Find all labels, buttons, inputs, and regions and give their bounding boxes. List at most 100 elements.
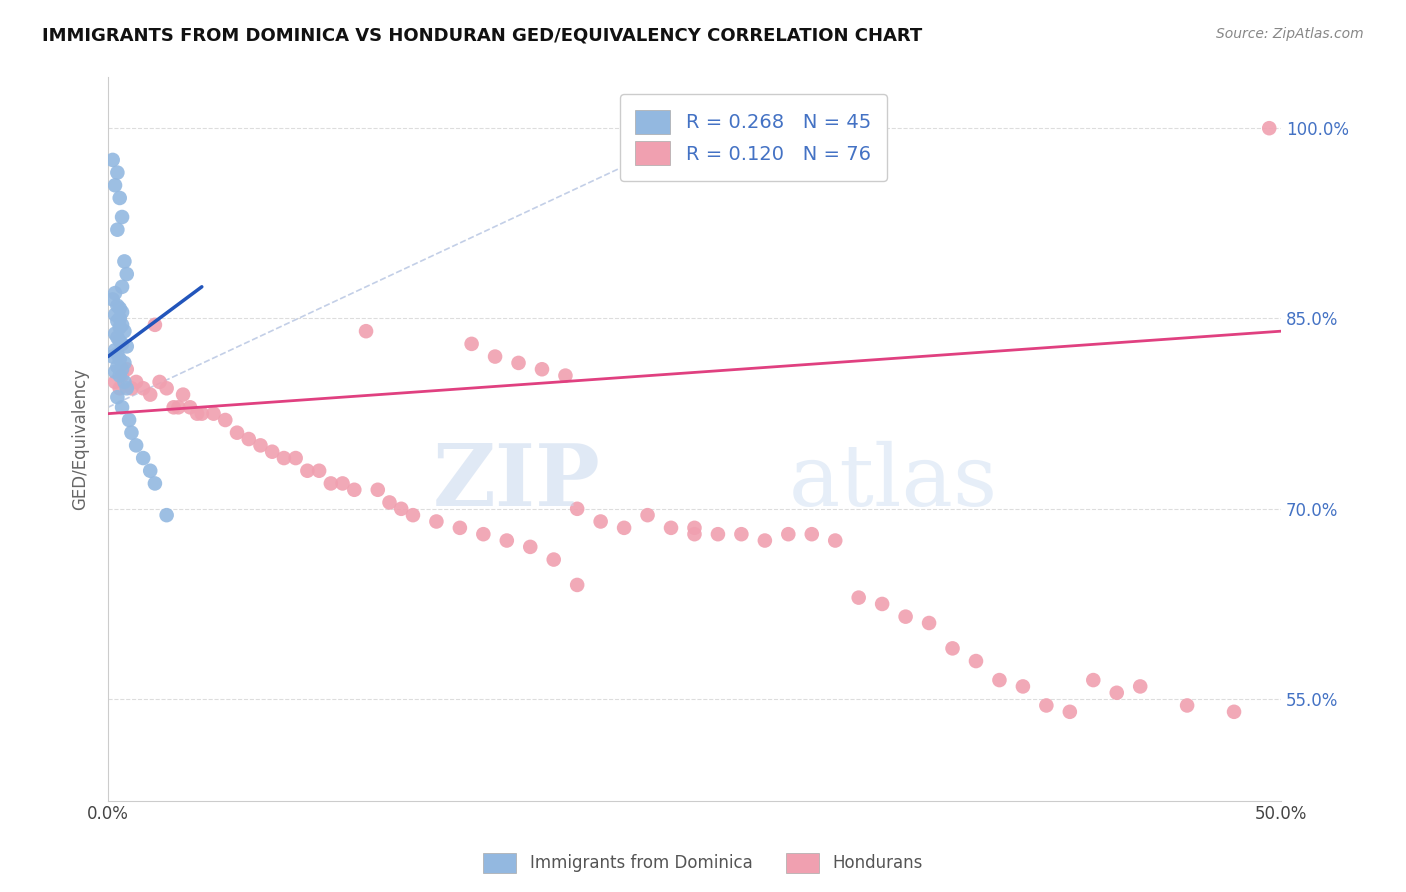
Point <box>965 654 987 668</box>
Point <box>941 641 963 656</box>
Point <box>1223 705 1246 719</box>
Point <box>112 375 135 389</box>
Point <box>1105 686 1128 700</box>
Point <box>460 337 482 351</box>
Point <box>1129 680 1152 694</box>
Point <box>105 359 128 374</box>
Point <box>105 330 128 344</box>
Point <box>1258 121 1281 136</box>
Point <box>112 254 135 268</box>
Point <box>1012 680 1035 694</box>
Point <box>112 324 135 338</box>
Point <box>112 356 135 370</box>
Point <box>297 464 319 478</box>
Point <box>1175 698 1198 713</box>
Point <box>754 533 776 548</box>
Y-axis label: GED/Equivalency: GED/Equivalency <box>72 368 89 510</box>
Point <box>108 191 131 205</box>
Point <box>495 533 517 548</box>
Point <box>543 552 565 566</box>
Point <box>115 362 138 376</box>
Point <box>284 451 307 466</box>
Point <box>1059 705 1081 719</box>
Point <box>101 293 124 307</box>
Point <box>343 483 366 497</box>
Point <box>105 314 128 328</box>
Point <box>238 432 260 446</box>
Point <box>870 597 893 611</box>
Point <box>143 476 166 491</box>
Point <box>508 356 530 370</box>
Point <box>472 527 495 541</box>
Point <box>101 153 124 167</box>
Point <box>139 387 162 401</box>
Point <box>111 401 134 415</box>
Point <box>111 337 134 351</box>
Point <box>105 299 128 313</box>
Point <box>120 381 142 395</box>
Point <box>108 368 131 383</box>
Point <box>425 515 447 529</box>
Point <box>101 350 124 364</box>
Point <box>105 390 128 404</box>
Legend: R = 0.268   N = 45, R = 0.120   N = 76: R = 0.268 N = 45, R = 0.120 N = 76 <box>620 95 887 181</box>
Point <box>104 178 127 193</box>
Point <box>214 413 236 427</box>
Point <box>273 451 295 466</box>
Point <box>848 591 870 605</box>
Point <box>367 483 389 497</box>
Point <box>111 362 134 376</box>
Point <box>108 301 131 316</box>
Point <box>115 339 138 353</box>
Point <box>105 347 128 361</box>
Point <box>163 401 186 415</box>
Point <box>104 308 127 322</box>
Point <box>179 401 201 415</box>
Text: Source: ZipAtlas.com: Source: ZipAtlas.com <box>1216 27 1364 41</box>
Point <box>105 222 128 236</box>
Point <box>567 501 589 516</box>
Point <box>108 334 131 349</box>
Point <box>449 521 471 535</box>
Point <box>111 280 134 294</box>
Point <box>730 527 752 541</box>
Point <box>105 165 128 179</box>
Point <box>125 375 148 389</box>
Point <box>108 352 131 367</box>
Point <box>354 324 377 338</box>
Point <box>104 326 127 341</box>
Point <box>156 381 179 395</box>
Point <box>778 527 800 541</box>
Point <box>167 401 190 415</box>
Point <box>800 527 823 541</box>
Point <box>637 508 659 523</box>
Point <box>104 365 127 379</box>
Point <box>108 320 131 334</box>
Point <box>132 451 155 466</box>
Point <box>262 444 284 458</box>
Point <box>613 521 636 535</box>
Point <box>484 350 506 364</box>
Point <box>191 407 214 421</box>
Point <box>824 533 846 548</box>
Point <box>589 515 612 529</box>
Point <box>402 508 425 523</box>
Point <box>389 501 412 516</box>
Point <box>319 476 342 491</box>
Text: atlas: atlas <box>789 441 997 524</box>
Point <box>249 438 271 452</box>
Point <box>707 527 730 541</box>
Point <box>111 368 134 383</box>
Point <box>132 381 155 395</box>
Point <box>118 413 141 427</box>
Point <box>104 286 127 301</box>
Point <box>378 495 401 509</box>
Point <box>683 527 706 541</box>
Point <box>108 381 131 395</box>
Point <box>226 425 249 440</box>
Point <box>530 362 553 376</box>
Point <box>1035 698 1057 713</box>
Point <box>332 476 354 491</box>
Point <box>567 578 589 592</box>
Point <box>143 318 166 332</box>
